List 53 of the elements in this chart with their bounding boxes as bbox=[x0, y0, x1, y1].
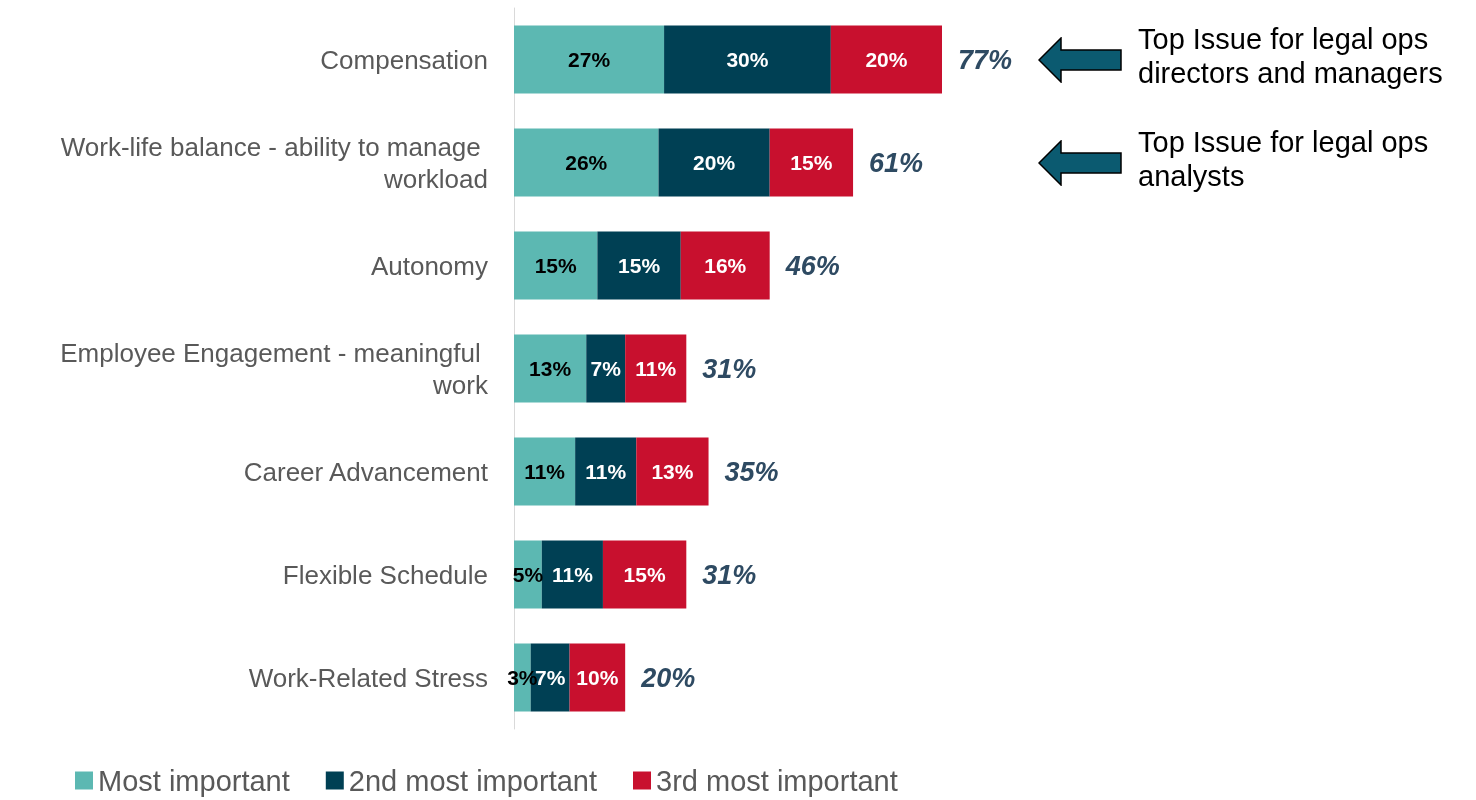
data-label: 15% bbox=[623, 563, 666, 586]
bar bbox=[636, 437, 709, 506]
data-label: 13% bbox=[529, 357, 572, 380]
text: Top Issue for legal ops directors and managers bbox=[1138, 21, 1444, 90]
data-label: 11% bbox=[585, 460, 627, 483]
data-label: 11% bbox=[635, 357, 677, 380]
data-label: 20% bbox=[693, 151, 736, 174]
data-label: 20% bbox=[865, 48, 908, 71]
bar bbox=[514, 25, 665, 94]
y-tick-label: Career Advancement bbox=[243, 456, 489, 487]
bar bbox=[597, 231, 681, 300]
data-label: 10% bbox=[576, 666, 619, 689]
data-label: 26% bbox=[565, 151, 608, 174]
total-label: 20% bbox=[640, 662, 696, 693]
bar bbox=[514, 128, 659, 197]
y-tick-label: Work-life balance - ability to manage workload bbox=[60, 131, 488, 194]
bar bbox=[541, 540, 603, 609]
total-label: 31% bbox=[702, 559, 757, 590]
data-label: 30% bbox=[726, 48, 769, 71]
bar bbox=[664, 25, 831, 94]
total-label: 46% bbox=[784, 250, 840, 281]
total-label: 61% bbox=[869, 147, 924, 178]
legend-label: 3rd most important bbox=[656, 764, 898, 797]
bar bbox=[769, 128, 854, 197]
data-label: 13% bbox=[651, 460, 694, 483]
bar bbox=[625, 334, 687, 403]
bar bbox=[514, 334, 587, 403]
total-label: 31% bbox=[702, 353, 757, 384]
data-label: 15% bbox=[618, 254, 661, 277]
data-label: 11% bbox=[524, 460, 566, 483]
data-label: 7% bbox=[590, 357, 622, 380]
y-tick-label: Autonomy bbox=[370, 250, 488, 281]
data-label: 11% bbox=[551, 563, 594, 586]
y-tick-label: Employee Engagement - meaningful work bbox=[60, 337, 489, 400]
bar bbox=[575, 437, 637, 506]
y-tick-label: Flexible Schedule bbox=[282, 559, 488, 590]
bar bbox=[830, 25, 942, 94]
data-label: 27% bbox=[568, 48, 611, 71]
bar bbox=[658, 128, 770, 197]
total-label: 35% bbox=[724, 456, 779, 487]
bar bbox=[602, 540, 687, 609]
y-tick-label: Work-Related Stress bbox=[248, 662, 488, 693]
data-label: 15% bbox=[790, 151, 833, 174]
bar bbox=[680, 231, 770, 300]
legend-label: Most important bbox=[98, 764, 290, 797]
legend-label: 2nd most important bbox=[348, 764, 598, 797]
y-tick-label: Compensation bbox=[320, 44, 488, 75]
bar bbox=[514, 437, 576, 506]
bar bbox=[514, 231, 598, 300]
text: Top Issue for legal ops analysts bbox=[1138, 124, 1430, 193]
total-label: 77% bbox=[958, 44, 1013, 75]
data-label: 15% bbox=[534, 254, 578, 277]
data-label: 16% bbox=[704, 254, 747, 277]
